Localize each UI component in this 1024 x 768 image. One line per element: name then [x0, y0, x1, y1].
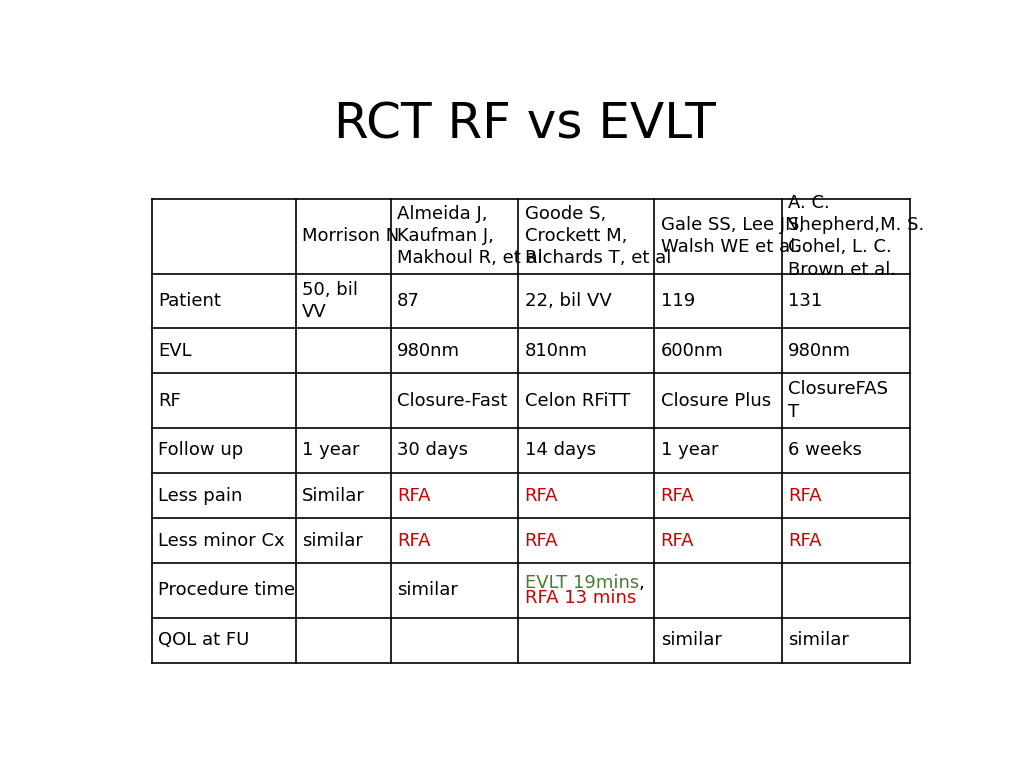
Text: RFA: RFA	[524, 486, 558, 505]
Text: Similar: Similar	[302, 486, 366, 505]
Text: 131: 131	[788, 292, 822, 310]
Text: Follow up: Follow up	[158, 442, 244, 459]
Text: 22, bil VV: 22, bil VV	[524, 292, 611, 310]
Text: RFA: RFA	[788, 486, 822, 505]
Text: Celon RFiTT: Celon RFiTT	[524, 392, 630, 409]
Text: A. C.
Shepherd,M. S.
Gohel, L. C.
Brown et al.: A. C. Shepherd,M. S. Gohel, L. C. Brown …	[788, 194, 925, 279]
Text: RFA 13 mins: RFA 13 mins	[524, 589, 636, 607]
Text: 980nm: 980nm	[397, 342, 460, 360]
Text: Less pain: Less pain	[158, 486, 243, 505]
Text: EVLT 19mins: EVLT 19mins	[524, 574, 639, 592]
Text: Morrison N: Morrison N	[302, 227, 399, 245]
Text: 1 year: 1 year	[660, 442, 718, 459]
Text: 810nm: 810nm	[524, 342, 588, 360]
Text: Goode S,
Crockett M,
Richards T, et al: Goode S, Crockett M, Richards T, et al	[524, 205, 671, 267]
Text: EVL: EVL	[158, 342, 191, 360]
Text: Procedure time: Procedure time	[158, 581, 295, 600]
Text: RFA: RFA	[660, 486, 694, 505]
Text: Less minor Cx: Less minor Cx	[158, 531, 285, 550]
Text: RF: RF	[158, 392, 181, 409]
Text: similar: similar	[397, 581, 458, 600]
Text: 14 days: 14 days	[524, 442, 596, 459]
Text: 980nm: 980nm	[788, 342, 851, 360]
Text: similar: similar	[788, 631, 849, 649]
Text: 30 days: 30 days	[397, 442, 468, 459]
Text: 50, bil
VV: 50, bil VV	[302, 281, 358, 321]
Text: Gale SS, Lee JN,
Walsh WE et al.: Gale SS, Lee JN, Walsh WE et al.	[660, 216, 804, 257]
Text: QOL at FU: QOL at FU	[158, 631, 250, 649]
Text: similar: similar	[302, 531, 364, 550]
Text: RFA: RFA	[524, 531, 558, 550]
Text: Closure Plus: Closure Plus	[660, 392, 771, 409]
Text: RFA: RFA	[397, 486, 430, 505]
Text: RFA: RFA	[788, 531, 822, 550]
Text: RFA: RFA	[397, 531, 430, 550]
Text: 6 weeks: 6 weeks	[788, 442, 862, 459]
Text: 600nm: 600nm	[660, 342, 723, 360]
Text: similar: similar	[660, 631, 722, 649]
Text: 119: 119	[660, 292, 695, 310]
Text: Patient: Patient	[158, 292, 221, 310]
Text: 87: 87	[397, 292, 420, 310]
Text: RFA: RFA	[660, 531, 694, 550]
Text: RCT RF vs EVLT: RCT RF vs EVLT	[334, 101, 716, 149]
Text: Almeida J,
Kaufman J,
Makhoul R, et al: Almeida J, Kaufman J, Makhoul R, et al	[397, 205, 543, 267]
Text: 1 year: 1 year	[302, 442, 359, 459]
Text: ClosureFAS
T: ClosureFAS T	[788, 380, 889, 421]
Text: ,: ,	[639, 574, 645, 592]
Text: Closure-Fast: Closure-Fast	[397, 392, 507, 409]
